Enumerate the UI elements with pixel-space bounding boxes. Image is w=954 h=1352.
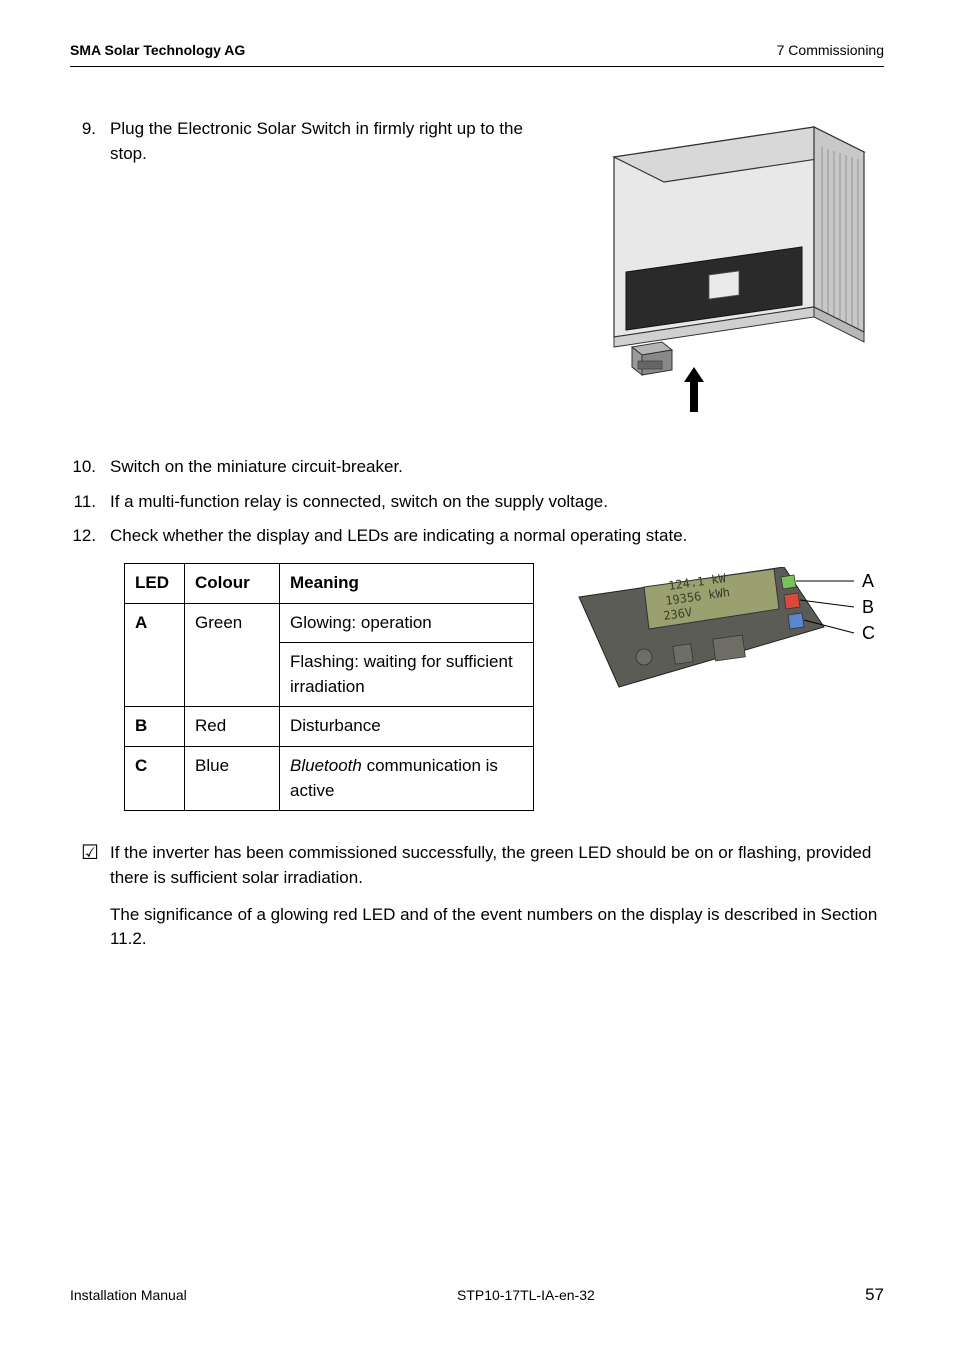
- step-12: 12. Check whether the display and LEDs a…: [70, 524, 884, 549]
- table-row: C Blue Bluetooth communication is active: [125, 747, 534, 811]
- step-10-num: 10.: [70, 455, 110, 480]
- cell-meaning-a2: Flashing: waiting for sufficient irradia…: [280, 643, 534, 707]
- table-header-row: LED Colour Meaning: [125, 563, 534, 603]
- step-11-text: If a multi-function relay is connected, …: [110, 490, 884, 515]
- check-text-2: The significance of a glowing red LED an…: [110, 903, 884, 952]
- page-header: SMA Solar Technology AG 7 Commissioning: [70, 40, 884, 60]
- table-row: B Red Disturbance: [125, 707, 534, 747]
- step-12-text: Check whether the display and LEDs are i…: [110, 524, 884, 549]
- cell-meaning-b: Disturbance: [280, 707, 534, 747]
- step-11-num: 11.: [70, 490, 110, 515]
- cell-meaning-a1: Glowing: operation: [280, 603, 534, 643]
- page-footer: Installation Manual STP10-17TL-IA-en-32 …: [70, 1283, 884, 1308]
- result-check: ☑ If the inverter has been commissioned …: [70, 841, 884, 952]
- display-illustration: 124.1 kW 19356 kWh 236V A B C: [574, 563, 884, 811]
- cell-led-b: B: [125, 707, 185, 747]
- check-text-1: If the inverter has been commissioned su…: [110, 841, 884, 890]
- th-meaning: Meaning: [280, 563, 534, 603]
- step-12-detail: LED Colour Meaning A Green Glowing: oper…: [70, 563, 884, 811]
- cell-led-c: C: [125, 747, 185, 811]
- footer-center: STP10-17TL-IA-en-32: [457, 1285, 595, 1305]
- header-section: 7 Commissioning: [777, 40, 884, 60]
- step-10-text: Switch on the miniature circuit-breaker.: [110, 455, 884, 480]
- label-a: A: [862, 571, 874, 591]
- cell-led-a: A: [125, 603, 185, 707]
- cell-colour-c: Blue: [185, 747, 280, 811]
- label-b: B: [862, 597, 874, 617]
- table-row: A Green Glowing: operation: [125, 603, 534, 643]
- checkbox-icon: ☑: [70, 841, 110, 952]
- header-company: SMA Solar Technology AG: [70, 40, 245, 60]
- label-c: C: [862, 623, 875, 643]
- step-12-num: 12.: [70, 524, 110, 549]
- step-10: 10. Switch on the miniature circuit-brea…: [70, 455, 884, 480]
- footer-page: 57: [865, 1283, 884, 1308]
- cell-colour-a: Green: [185, 603, 280, 707]
- th-led: LED: [125, 563, 185, 603]
- cell-colour-b: Red: [185, 707, 280, 747]
- th-colour: Colour: [185, 563, 280, 603]
- step-9-num: 9.: [70, 117, 110, 166]
- step-9-block: 9. Plug the Electronic Solar Switch in f…: [70, 117, 884, 435]
- step-9: 9. Plug the Electronic Solar Switch in f…: [70, 117, 554, 166]
- step-11: 11. If a multi-function relay is connect…: [70, 490, 884, 515]
- cell-meaning-c: Bluetooth communication is active: [280, 747, 534, 811]
- inverter-illustration: [554, 117, 884, 435]
- header-rule: [70, 66, 884, 67]
- footer-left: Installation Manual: [70, 1285, 187, 1305]
- led-table: LED Colour Meaning A Green Glowing: oper…: [124, 563, 534, 811]
- step-9-text: Plug the Electronic Solar Switch in firm…: [110, 117, 554, 166]
